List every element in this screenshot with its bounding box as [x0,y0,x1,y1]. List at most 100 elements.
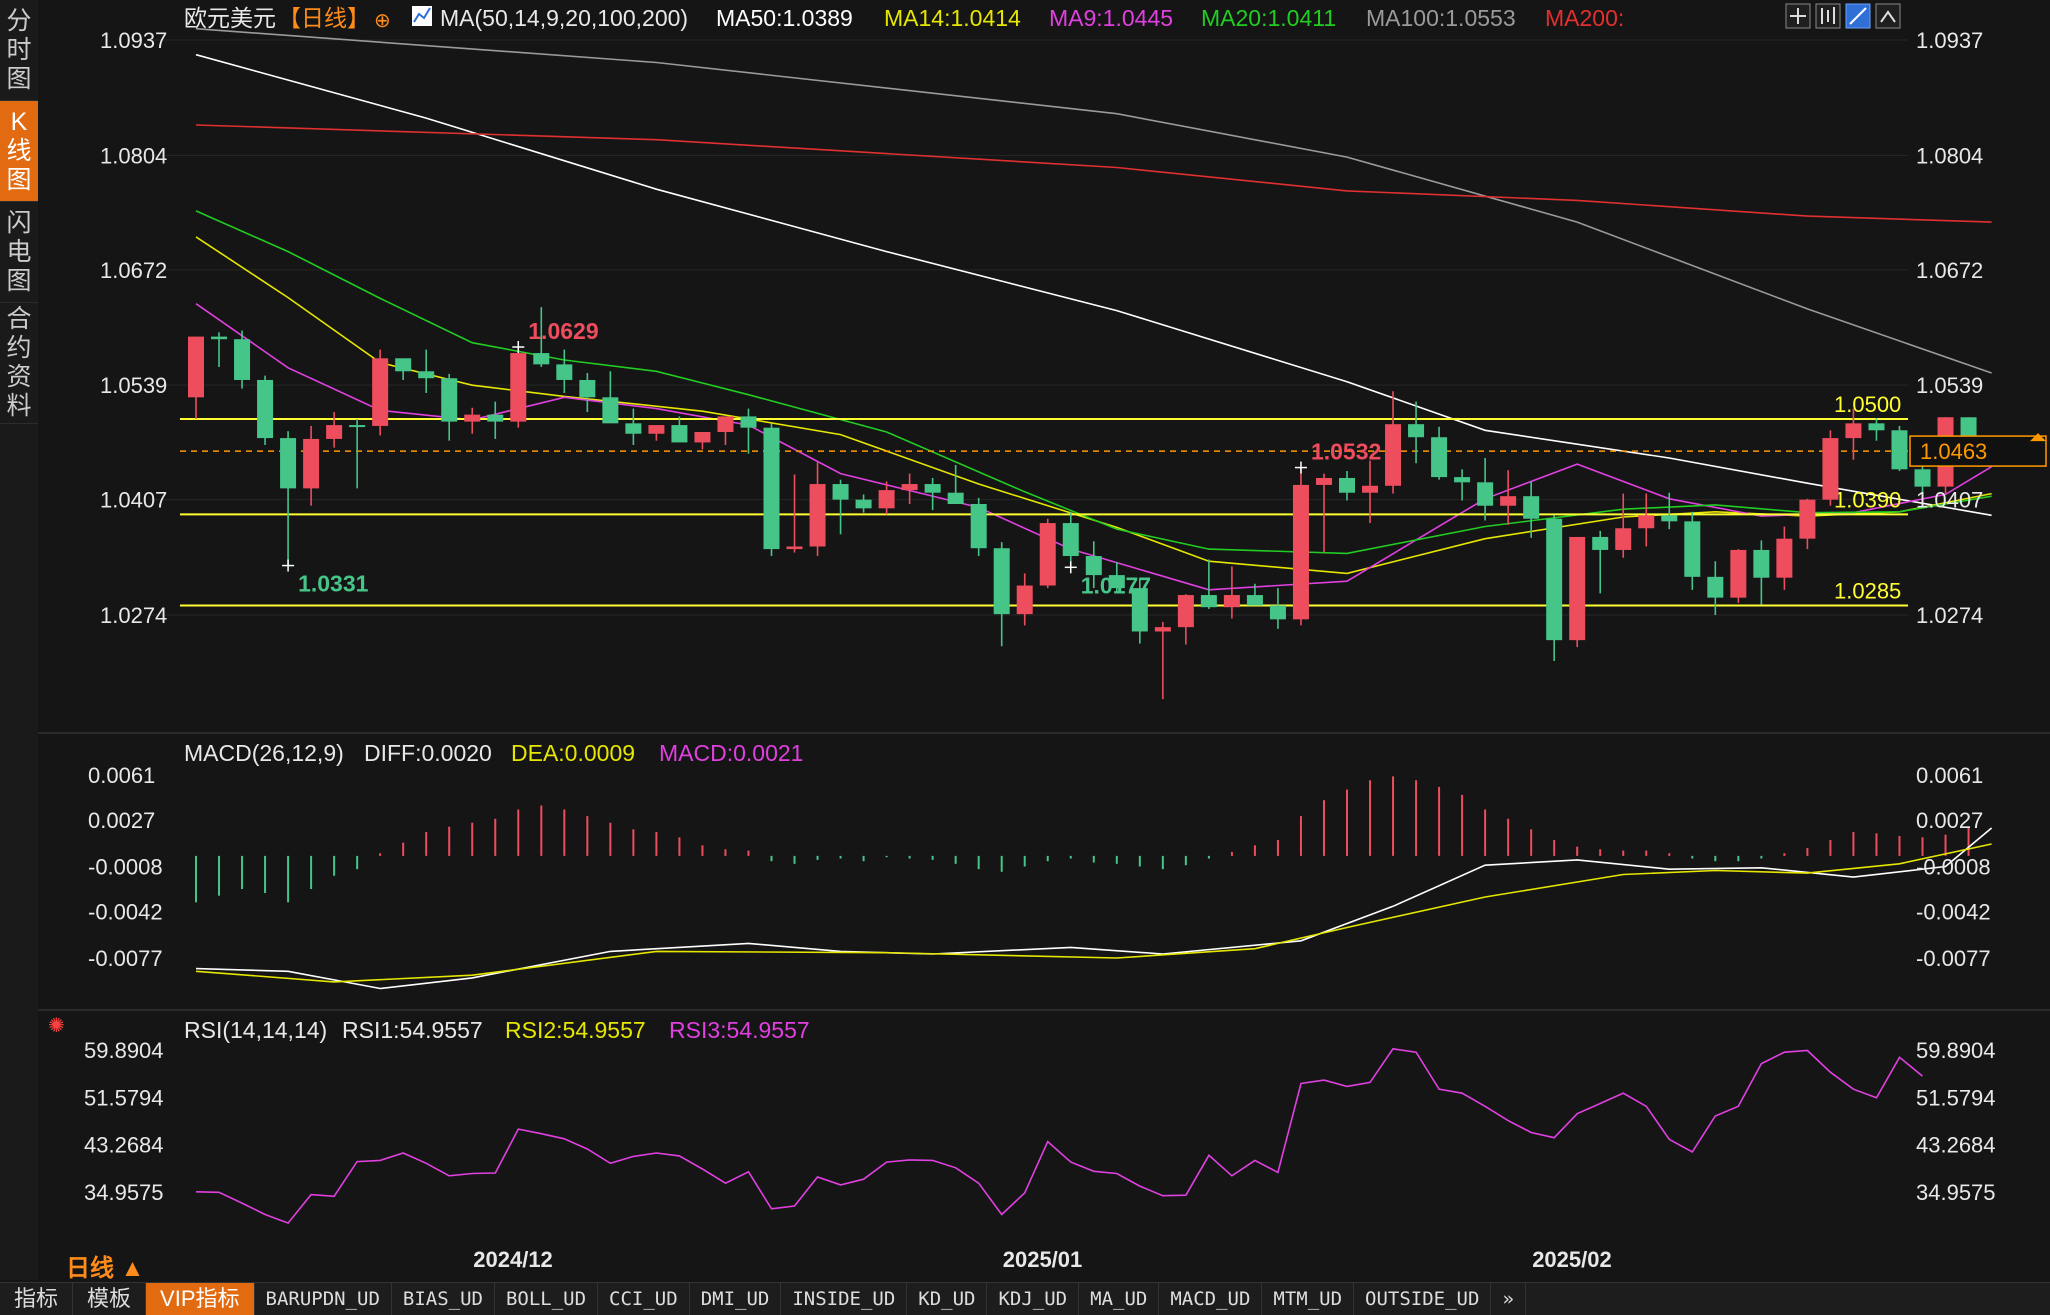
candle[interactable] [1085,541,1102,589]
side-tab-3[interactable]: 合约资料 [0,303,38,424]
candle[interactable] [1200,559,1217,609]
candle[interactable] [809,462,826,557]
kline-chart[interactable]: 欧元美元 【日线】 ⊕ MA(50,14,9,20,100,200) MA50:… [38,0,2050,1280]
candle[interactable] [671,416,688,443]
candle[interactable] [786,474,803,553]
indicator-tab-1[interactable]: 模板 [73,1283,147,1315]
candle[interactable] [763,423,780,557]
candle[interactable] [1822,430,1839,506]
indicator-tab-7[interactable]: DMI_UD [690,1283,782,1315]
candle[interactable] [1223,566,1240,619]
add-indicator-icon[interactable]: ⊕ [374,10,391,32]
indicator-tab-15[interactable]: » [1491,1283,1526,1315]
candle[interactable] [303,425,320,506]
candle[interactable] [1891,425,1908,472]
candle[interactable] [1615,493,1632,558]
indicator-tab-6[interactable]: CCI_UD [598,1283,690,1315]
candle[interactable] [878,481,895,515]
indicator-tab-11[interactable]: MA_UD [1079,1283,1160,1315]
candle[interactable] [1799,498,1816,550]
candle[interactable] [1246,583,1263,606]
candle[interactable] [464,407,481,434]
indicator-tab-4[interactable]: BIAS_UD [392,1283,495,1315]
indicator-chart-icon[interactable] [412,6,432,26]
side-tab-2[interactable]: 闪电图 [0,202,38,303]
candle-style-icon[interactable] [1815,3,1841,29]
candle[interactable] [372,349,389,436]
candle[interactable] [579,373,596,413]
candle[interactable] [1661,492,1678,530]
candle[interactable] [533,307,550,367]
candle[interactable] [1431,426,1448,480]
candle[interactable] [1500,470,1517,525]
candle[interactable] [234,330,251,389]
candle[interactable] [970,497,987,557]
zoom-icon[interactable] [1875,3,1901,29]
candle[interactable] [280,431,297,566]
candle[interactable] [832,479,849,535]
candle[interactable] [326,412,343,448]
indicator-tab-14[interactable]: OUTSIDE_UD [1354,1283,1492,1315]
indicator-tab-5[interactable]: BOLL_UD [495,1283,599,1315]
candle[interactable] [1016,573,1033,626]
candle[interactable] [993,542,1010,647]
candle[interactable] [1730,549,1747,603]
candle[interactable] [1477,458,1494,521]
indicator-tab-2[interactable]: VIP指标 [146,1283,255,1315]
indicator-tab-9[interactable]: KD_UD [907,1283,988,1315]
candle[interactable] [625,408,642,446]
candle[interactable] [1523,481,1540,538]
candle[interactable] [1707,561,1724,615]
candle[interactable] [418,349,435,393]
candle[interactable] [1269,588,1286,629]
candle[interactable] [1131,578,1148,644]
draw-line-icon[interactable] [1845,3,1871,29]
candle[interactable] [1845,408,1862,460]
candle[interactable] [1108,562,1125,594]
indicator-tab-13[interactable]: MTM_UD [1262,1283,1355,1315]
candle[interactable] [1546,515,1563,661]
candle[interactable] [1339,471,1355,501]
candle[interactable] [510,347,527,428]
candle[interactable] [1315,473,1332,553]
candle[interactable] [855,494,872,513]
candle[interactable] [1454,469,1471,501]
candle[interactable] [1154,621,1171,700]
candle[interactable] [441,373,458,441]
candle[interactable] [1039,518,1056,589]
candle[interactable] [694,432,711,450]
candle[interactable] [487,401,504,439]
candle[interactable] [740,408,757,454]
candle[interactable] [1638,493,1655,547]
candle[interactable] [602,371,619,424]
candle[interactable] [1385,391,1402,494]
indicator-tab-3[interactable]: BARUPDN_UD [255,1283,392,1315]
candle[interactable] [901,473,918,504]
candle[interactable] [717,416,734,446]
indicator-tab-10[interactable]: KDJ_UD [987,1283,1080,1315]
indicator-tab-0[interactable]: 指标 [0,1283,74,1315]
candle[interactable] [257,375,274,446]
candle[interactable] [1592,530,1609,594]
candle[interactable] [1062,511,1079,568]
candle[interactable] [1684,511,1701,590]
candle[interactable] [188,336,204,419]
indicator-tab-8[interactable]: INSIDE_UD [781,1283,908,1315]
sun-settings-icon[interactable]: ✺ [48,1015,65,1037]
candle[interactable] [947,464,964,504]
candle[interactable] [924,477,941,511]
candle[interactable] [1776,526,1793,590]
period-selector[interactable]: 日线 ▲ [66,1255,145,1282]
candle[interactable] [395,358,412,380]
candle[interactable] [556,349,573,393]
candle[interactable] [1292,467,1309,626]
crosshair-icon[interactable] [1785,3,1811,29]
candle[interactable] [1177,594,1194,645]
candle[interactable] [1362,460,1379,524]
candle[interactable] [1868,418,1885,441]
indicator-tab-12[interactable]: MACD_UD [1159,1283,1263,1315]
candle[interactable] [1408,401,1425,464]
candle[interactable] [1569,536,1586,648]
candle[interactable] [1753,540,1770,605]
